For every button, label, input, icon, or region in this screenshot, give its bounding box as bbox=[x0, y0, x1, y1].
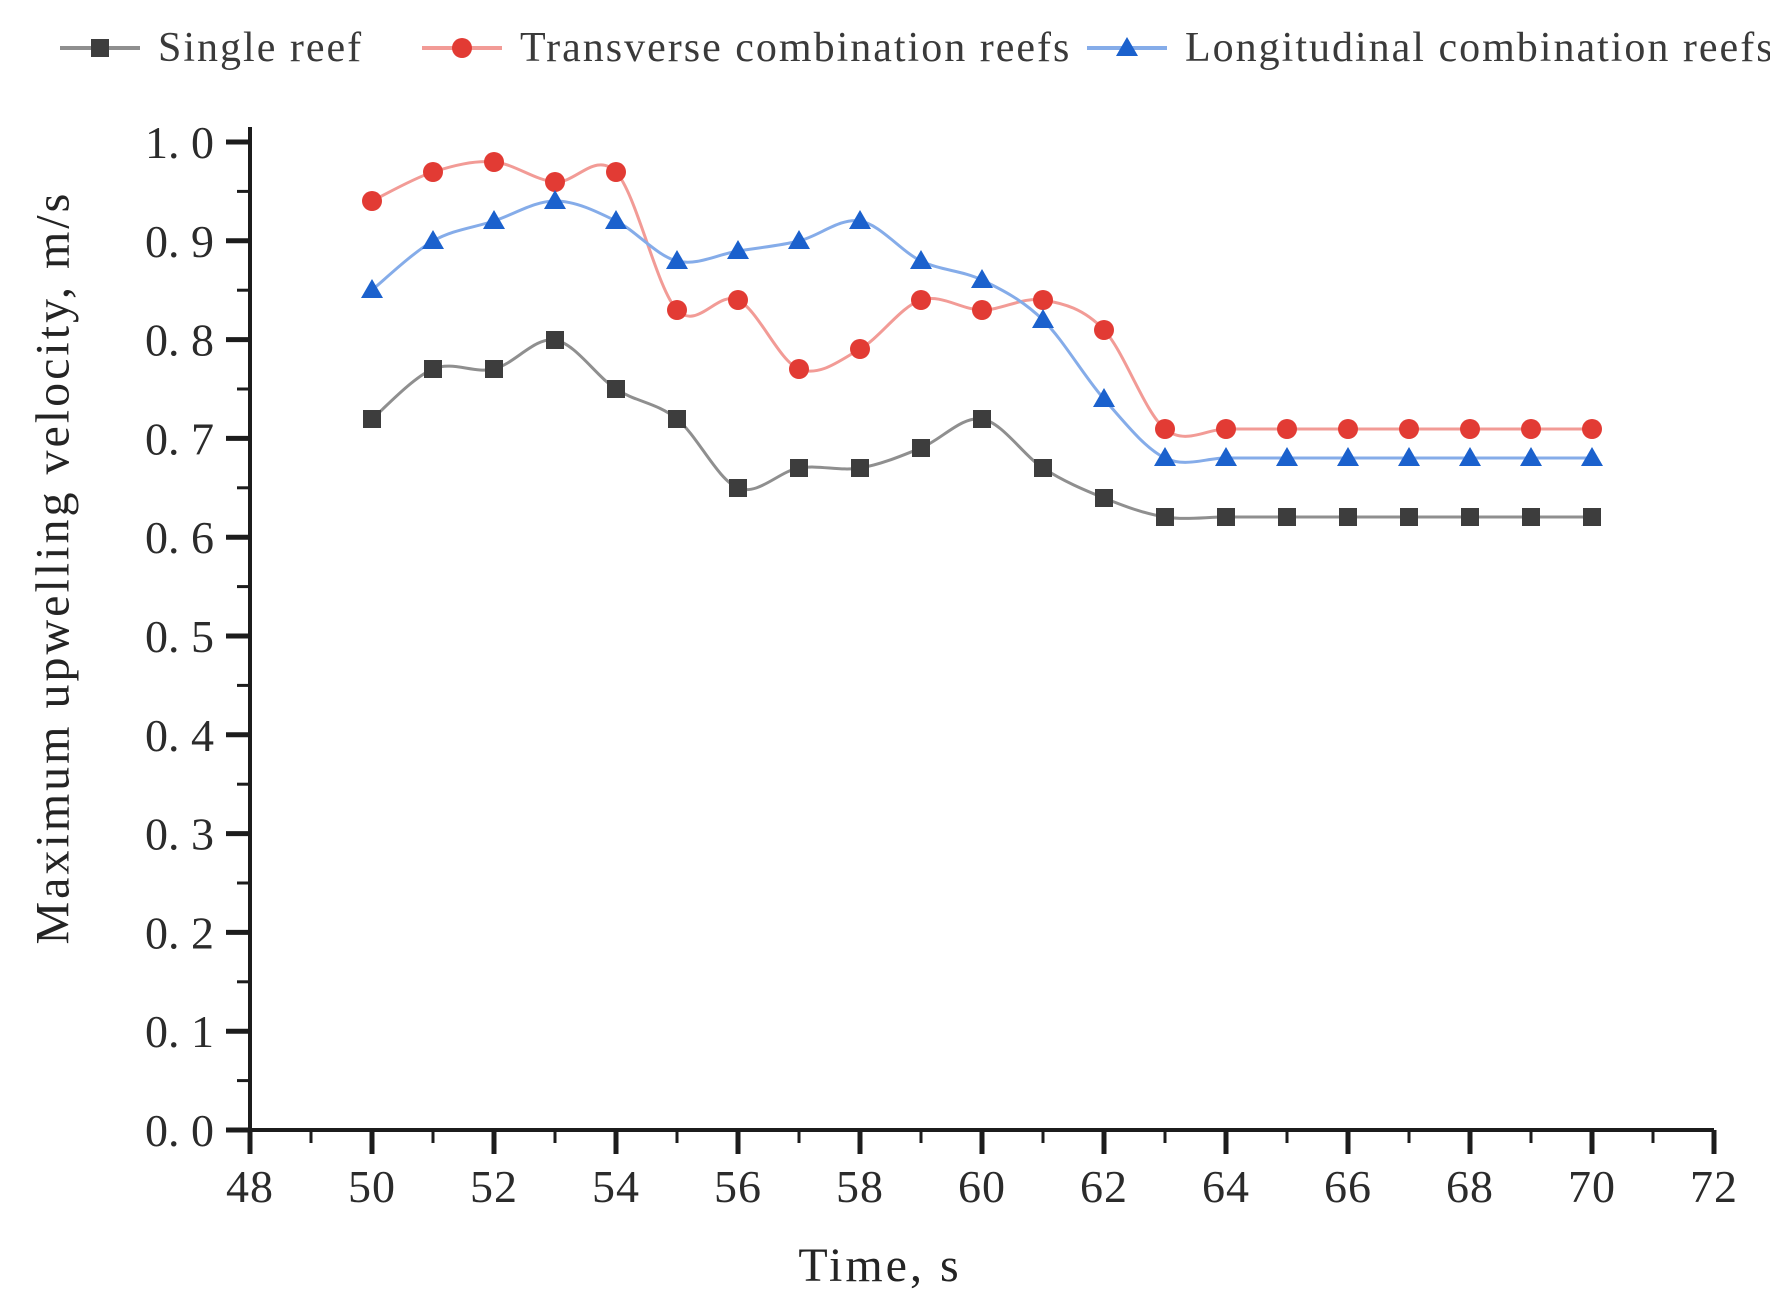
legend-item-longitudinal-combination-reefs: Longitudinal combination reefs bbox=[1085, 22, 1770, 74]
triangle-marker-icon bbox=[1087, 37, 1167, 56]
chart-legend: Single reef Transverse combination reefs L… bbox=[0, 22, 1770, 78]
svg-text:68: 68 bbox=[1446, 1161, 1494, 1212]
x-axis-ticks bbox=[247, 1130, 1717, 1154]
legend-label: Single reef bbox=[158, 25, 364, 71]
y-axis-ticks bbox=[226, 139, 250, 1133]
svg-text:56: 56 bbox=[714, 1161, 762, 1212]
legend-label: Longitudinal combination reefs bbox=[1185, 25, 1770, 71]
svg-text:60: 60 bbox=[958, 1161, 1006, 1212]
svg-text:0. 6: 0. 6 bbox=[145, 512, 214, 563]
x-axis-title: Time, s bbox=[798, 1239, 962, 1292]
svg-text:0. 3: 0. 3 bbox=[145, 809, 214, 860]
svg-text:0. 2: 0. 2 bbox=[145, 907, 214, 958]
svg-text:70: 70 bbox=[1568, 1161, 1616, 1212]
svg-text:48: 48 bbox=[226, 1161, 274, 1212]
svg-text:54: 54 bbox=[592, 1161, 640, 1212]
svg-text:0. 7: 0. 7 bbox=[145, 413, 214, 464]
series-longitudinal-combination-reefs bbox=[361, 190, 1603, 466]
y-axis-title: Maximum upwelling velocity, m/s bbox=[26, 190, 80, 945]
svg-text:62: 62 bbox=[1080, 1161, 1128, 1212]
svg-text:72: 72 bbox=[1690, 1161, 1738, 1212]
svg-text:0. 9: 0. 9 bbox=[145, 216, 214, 267]
series-transverse-combination-reefs bbox=[362, 152, 1602, 439]
svg-text:0. 8: 0. 8 bbox=[145, 315, 214, 366]
svg-text:58: 58 bbox=[836, 1161, 884, 1212]
svg-text:1. 0: 1. 0 bbox=[145, 117, 214, 168]
svg-text:0. 0: 0. 0 bbox=[145, 1105, 214, 1156]
svg-text:0. 1: 0. 1 bbox=[145, 1006, 214, 1057]
y-axis-tick-labels: 0. 0 0. 1 0. 2 0. 3 0. 4 0. 5 0. 6 0. 7 0. 8 0. 9… bbox=[145, 117, 214, 1156]
svg-text:0. 4: 0. 4 bbox=[145, 710, 214, 761]
svg-text:52: 52 bbox=[470, 1161, 518, 1212]
circle-marker-icon bbox=[422, 38, 502, 58]
legend-item-single-reef: Single reef bbox=[58, 22, 363, 74]
legend-item-transverse-combination-reefs: Transverse combination reefs bbox=[420, 22, 1071, 74]
square-marker-icon bbox=[60, 39, 140, 57]
svg-text:66: 66 bbox=[1324, 1161, 1372, 1212]
svg-text:0. 5: 0. 5 bbox=[145, 611, 214, 662]
series-single-reef bbox=[363, 331, 1601, 526]
svg-text:50: 50 bbox=[348, 1161, 396, 1212]
legend-label: Transverse combination reefs bbox=[520, 25, 1072, 71]
svg-text:64: 64 bbox=[1202, 1161, 1250, 1212]
x-axis-tick-labels: 48 50 52 54 56 58 60 62 64 66 68 70 72 bbox=[226, 1161, 1738, 1212]
